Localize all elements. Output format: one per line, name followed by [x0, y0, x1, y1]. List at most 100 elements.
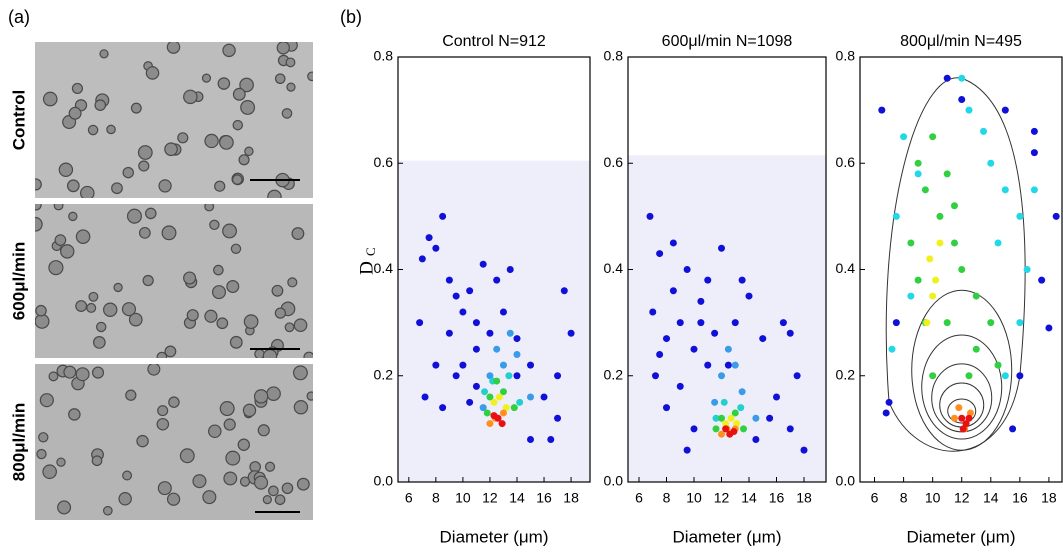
cell	[274, 73, 286, 84]
point	[738, 276, 746, 284]
cell	[138, 226, 151, 239]
cell	[281, 108, 293, 119]
point	[452, 372, 460, 380]
point	[773, 393, 780, 401]
point	[759, 335, 767, 343]
point	[656, 351, 664, 358]
point	[513, 351, 521, 358]
point	[885, 398, 893, 406]
cell	[88, 291, 99, 302]
cell	[35, 304, 47, 317]
cell	[237, 438, 251, 451]
cell	[226, 280, 240, 294]
point	[878, 106, 886, 114]
point	[510, 404, 518, 412]
cell	[284, 322, 295, 333]
point	[439, 212, 447, 220]
point	[466, 398, 474, 406]
cell	[287, 277, 298, 288]
cell	[106, 124, 116, 135]
cell	[183, 271, 197, 285]
shaded-band	[398, 160, 590, 482]
point	[540, 393, 548, 401]
x-tick-label: 16	[1012, 490, 1028, 506]
point	[731, 319, 739, 327]
point	[1009, 425, 1017, 433]
cell	[68, 211, 78, 222]
x-tick-label: 16	[536, 490, 552, 506]
cell	[71, 82, 84, 95]
point	[1001, 106, 1009, 114]
cell	[164, 345, 177, 358]
point	[432, 244, 440, 252]
cell	[35, 216, 43, 232]
point	[966, 409, 974, 417]
cell	[157, 481, 172, 496]
y-tick-label: 0.0	[604, 473, 624, 489]
cell	[286, 82, 296, 92]
cell	[281, 482, 294, 495]
point	[718, 414, 725, 422]
point	[730, 428, 738, 436]
point	[943, 319, 951, 327]
point	[950, 202, 958, 210]
point	[704, 361, 712, 369]
point	[683, 266, 691, 273]
cell	[307, 71, 313, 82]
cell	[53, 204, 64, 211]
point	[486, 393, 494, 401]
cell	[253, 389, 269, 404]
point	[718, 430, 725, 438]
point	[697, 319, 705, 327]
point	[720, 398, 728, 406]
point	[439, 404, 447, 412]
point	[914, 170, 922, 178]
point	[499, 388, 507, 396]
y-tick-label: 0.4	[604, 260, 624, 276]
point	[690, 425, 698, 433]
cell	[183, 89, 198, 105]
x-tick-label: 10	[686, 490, 702, 506]
cells	[35, 42, 313, 198]
point	[943, 74, 951, 82]
point	[936, 212, 944, 220]
point	[987, 159, 995, 167]
x-tick-label: 6	[871, 490, 879, 506]
contour	[947, 398, 977, 424]
cell	[102, 505, 113, 516]
point	[752, 436, 760, 443]
point	[663, 404, 670, 412]
point	[1001, 186, 1009, 194]
cell	[239, 77, 254, 93]
point	[929, 133, 937, 141]
point	[1045, 324, 1053, 332]
point	[722, 425, 730, 433]
cell	[204, 133, 219, 149]
cell	[267, 189, 282, 198]
point	[994, 361, 1002, 369]
x-tick-label: 10	[925, 490, 941, 506]
point	[1001, 372, 1009, 380]
point	[421, 393, 429, 401]
y-tick-label: 0.8	[374, 48, 394, 64]
cell	[80, 185, 95, 198]
cell	[274, 494, 286, 506]
cell	[75, 300, 88, 312]
cell	[35, 204, 42, 211]
point	[646, 212, 654, 220]
point	[499, 361, 507, 369]
cell	[222, 223, 237, 239]
cell	[231, 174, 243, 185]
point	[472, 345, 480, 353]
point	[955, 404, 963, 412]
point	[1030, 127, 1038, 135]
point	[965, 372, 973, 380]
point	[936, 239, 944, 247]
x-tick-label: 14	[983, 490, 999, 506]
point	[483, 409, 491, 417]
point	[965, 414, 973, 422]
cell	[201, 73, 212, 83]
point	[486, 329, 494, 337]
point	[1052, 212, 1060, 220]
point	[727, 414, 735, 422]
